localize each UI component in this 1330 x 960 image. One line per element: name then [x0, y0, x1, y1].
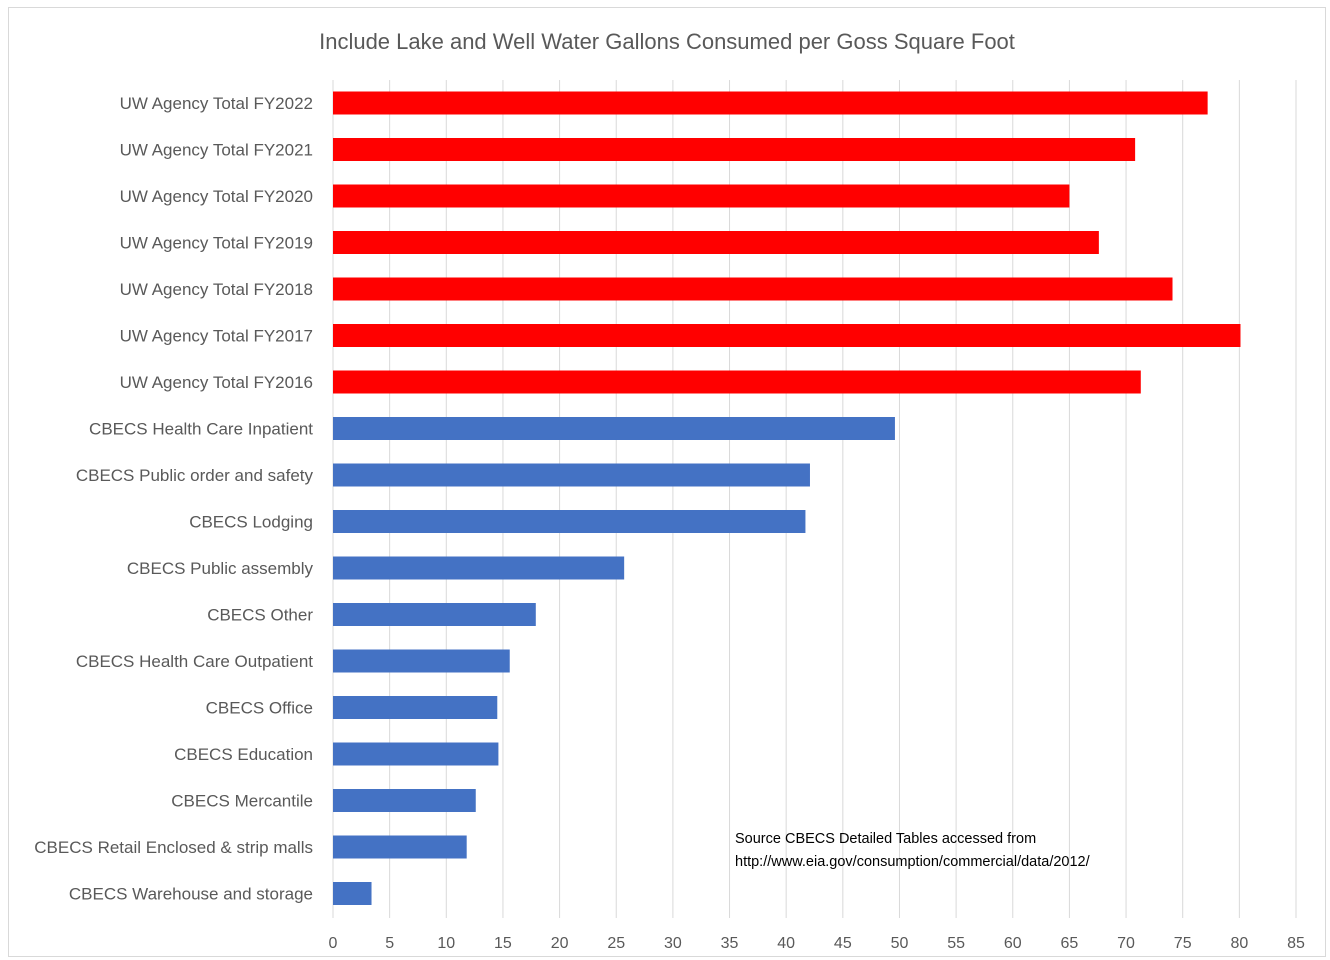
category-label-4: UW Agency Total FY2018	[120, 280, 313, 299]
x-tick-label-15: 15	[494, 935, 512, 952]
category-label-2: UW Agency Total FY2020	[120, 187, 313, 206]
bar-14	[333, 742, 499, 766]
category-label-0: UW Agency Total FY2022	[120, 94, 313, 113]
category-label-6: UW Agency Total FY2016	[120, 373, 313, 392]
x-tick-label-60: 60	[1004, 935, 1022, 952]
x-tick-label-85: 85	[1287, 935, 1305, 952]
bar-1	[333, 138, 1136, 161]
bar-16	[333, 835, 467, 859]
x-tick-label-75: 75	[1174, 935, 1192, 952]
category-label-7: CBECS Health Care Inpatient	[89, 420, 313, 439]
source-note-url: http://www.eia.gov/consumption/commercia…	[735, 854, 1091, 870]
bar-11	[333, 603, 536, 626]
bar-10	[333, 556, 625, 580]
bar-12	[333, 649, 510, 673]
bar-3	[333, 231, 1099, 254]
category-label-9: CBECS Lodging	[189, 513, 313, 532]
x-tick-label-30: 30	[664, 935, 682, 952]
bar-4	[333, 277, 1173, 301]
bar-0	[333, 91, 1208, 115]
category-label-15: CBECS Mercantile	[171, 792, 313, 811]
x-tick-label-80: 80	[1230, 935, 1248, 952]
category-label-11: CBECS Other	[207, 606, 313, 625]
bar-2	[333, 184, 1070, 208]
bar-9	[333, 510, 806, 533]
x-tick-label-25: 25	[607, 935, 625, 952]
category-labels: UW Agency Total FY2022 UW Agency Total FY…	[34, 94, 313, 904]
chart-title: Include Lake and Well Water Gallons Cons…	[319, 29, 1015, 54]
category-label-1: UW Agency Total FY2021	[120, 141, 313, 160]
category-label-5: UW Agency Total FY2017	[120, 327, 313, 346]
category-label-16: CBECS Retail Enclosed & strip malls	[34, 838, 313, 857]
x-axis-tick-labels: 0 5 10 15 20 25 30 35 40 45 50 55 60 65 70 75 80 85	[329, 935, 1305, 952]
category-label-17: CBECS Warehouse and storage	[69, 885, 313, 904]
x-tick-label-10: 10	[437, 935, 455, 952]
bar-8	[333, 463, 810, 487]
source-annotation: Source CBECS Detailed Tables accessed fr…	[735, 831, 1091, 870]
source-note-line-1: Source CBECS Detailed Tables accessed fr…	[735, 831, 1036, 847]
x-tick-label-20: 20	[551, 935, 569, 952]
x-tick-label-70: 70	[1117, 935, 1135, 952]
bar-6	[333, 370, 1141, 394]
category-label-10: CBECS Public assembly	[127, 559, 314, 578]
bar-5	[333, 324, 1241, 347]
x-tick-label-50: 50	[891, 935, 909, 952]
category-label-12: CBECS Health Care Outpatient	[76, 652, 313, 671]
category-label-13: CBECS Office	[206, 699, 313, 718]
bars	[333, 91, 1241, 905]
x-tick-label-65: 65	[1061, 935, 1079, 952]
bar-17	[333, 882, 372, 905]
category-label-8: CBECS Public order and safety	[76, 466, 314, 485]
x-tick-label-5: 5	[385, 935, 394, 952]
bar-7	[333, 417, 895, 440]
x-tick-label-55: 55	[947, 935, 965, 952]
x-tick-label-40: 40	[777, 935, 795, 952]
x-tick-label-35: 35	[721, 935, 739, 952]
category-label-3: UW Agency Total FY2019	[120, 234, 313, 253]
x-tick-label-45: 45	[834, 935, 852, 952]
bar-15	[333, 789, 476, 812]
bar-13	[333, 696, 498, 719]
gridlines	[332, 80, 1297, 918]
category-label-14: CBECS Education	[174, 745, 313, 764]
x-tick-label-0: 0	[329, 935, 338, 952]
